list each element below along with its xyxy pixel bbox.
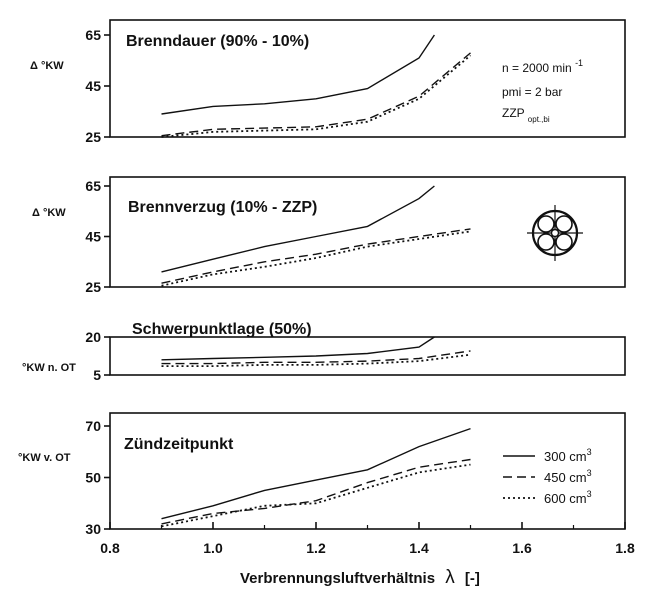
legend-label: 600 cm3 (544, 489, 592, 506)
series-line-solid (161, 34, 435, 115)
series-line-dashed (161, 52, 471, 137)
y-axis-label: Δ °KW (30, 60, 64, 72)
x-axis-label: Verbrennungsluftverhältnis (240, 570, 435, 587)
annotation-pmi: pmi = 2 bar (502, 85, 562, 99)
annotation-n-exponent: -1 (575, 58, 583, 68)
y-axis-label: °KW v. OT (18, 452, 71, 464)
y-tick-label: 65 (85, 178, 101, 194)
series-line-dotted (161, 463, 471, 528)
y-tick-label: 50 (85, 470, 101, 486)
series-line-dotted (161, 54, 472, 138)
annotation-n: n = 2000 min (502, 61, 572, 75)
legend-label: 300 cm3 (544, 447, 592, 464)
x-tick-label: 1.2 (306, 540, 326, 556)
panel-frame (109, 19, 626, 138)
y-tick-label: 20 (85, 329, 101, 345)
x-axis-symbol: λ (445, 567, 455, 588)
panel-title: Brenndauer (90% - 10%) (126, 33, 309, 50)
y-tick-label: 5 (93, 367, 101, 383)
chart-panels: 25 45 65 Δ °KW Brenndauer (90% - 10%) 25 45 65 Δ… (18, 19, 626, 537)
legend-label-text: 450 cm (544, 470, 587, 485)
y-tick-label: 70 (85, 418, 101, 434)
x-tick-label: 0.8 (100, 540, 120, 556)
valve-layout-icon (527, 205, 583, 261)
annotation-zzp-subscript: opt.,bi (528, 115, 550, 124)
panel-4: 30 50 70 °KW v. OT Zündzeitpunkt (18, 412, 626, 537)
series-line-solid (161, 427, 471, 520)
svg-text:ZZP opt.,bi: ZZP opt.,bi (502, 106, 550, 124)
series-line-solid (161, 185, 435, 273)
panel-title: Zündzeitpunkt (124, 436, 234, 453)
y-axis-label: °KW n. OT (22, 362, 76, 374)
y-tick-label: 25 (85, 129, 101, 145)
panel-frame (109, 176, 626, 288)
legend-label: 450 cm3 (544, 468, 592, 485)
x-tick-label: 1.4 (409, 540, 429, 556)
series-line-dashed (161, 458, 471, 525)
series-line-dotted (161, 230, 471, 287)
annotation-zzp: ZZP (502, 106, 525, 120)
y-tick-label: 65 (85, 27, 101, 43)
series-line-solid (161, 336, 435, 361)
legend-label-superscript: 3 (587, 468, 592, 478)
y-tick-label: 25 (85, 279, 101, 295)
panel-2: 25 45 65 Δ °KW Brennverzug (10% - ZZP) (32, 176, 626, 295)
x-axis-title: Verbrennungsluftverhältnis λ [-] (240, 567, 480, 588)
legend-label-text: 300 cm (544, 449, 587, 464)
y-tick-label: 45 (85, 229, 101, 245)
y-tick-label: 30 (85, 521, 101, 537)
legend-label-superscript: 3 (587, 447, 592, 457)
svg-text:n = 2000 min -1: n = 2000 min -1 (502, 58, 583, 75)
y-axis-label: Δ °KW (32, 207, 66, 219)
series-line-dotted (161, 353, 471, 368)
panel-title: Schwerpunktlage (50%) (132, 321, 312, 338)
legend-label-text: 600 cm (544, 491, 587, 506)
y-tick-label: 45 (85, 78, 101, 94)
x-tick-label: 1.8 (615, 540, 635, 556)
panel-1: 25 45 65 Δ °KW Brenndauer (90% - 10%) (30, 19, 626, 145)
series-line-dashed (161, 350, 471, 365)
panel-3: 5 20 °KW n. OT Schwerpunktlage (50%) (22, 321, 626, 383)
x-axis: 0.8 1.0 1.2 1.4 1.6 1.8 (100, 522, 635, 556)
series-line-dashed (161, 228, 471, 284)
conditions-annotation: n = 2000 min -1 pmi = 2 bar ZZP opt.,bi (502, 58, 583, 124)
panel-title: Brennverzug (10% - ZZP) (128, 199, 317, 216)
x-axis-unit: [-] (465, 570, 480, 587)
x-tick-label: 1.0 (203, 540, 223, 556)
x-tick-label: 1.6 (512, 540, 532, 556)
legend-label-superscript: 3 (587, 489, 592, 499)
panel-frame (109, 336, 626, 376)
